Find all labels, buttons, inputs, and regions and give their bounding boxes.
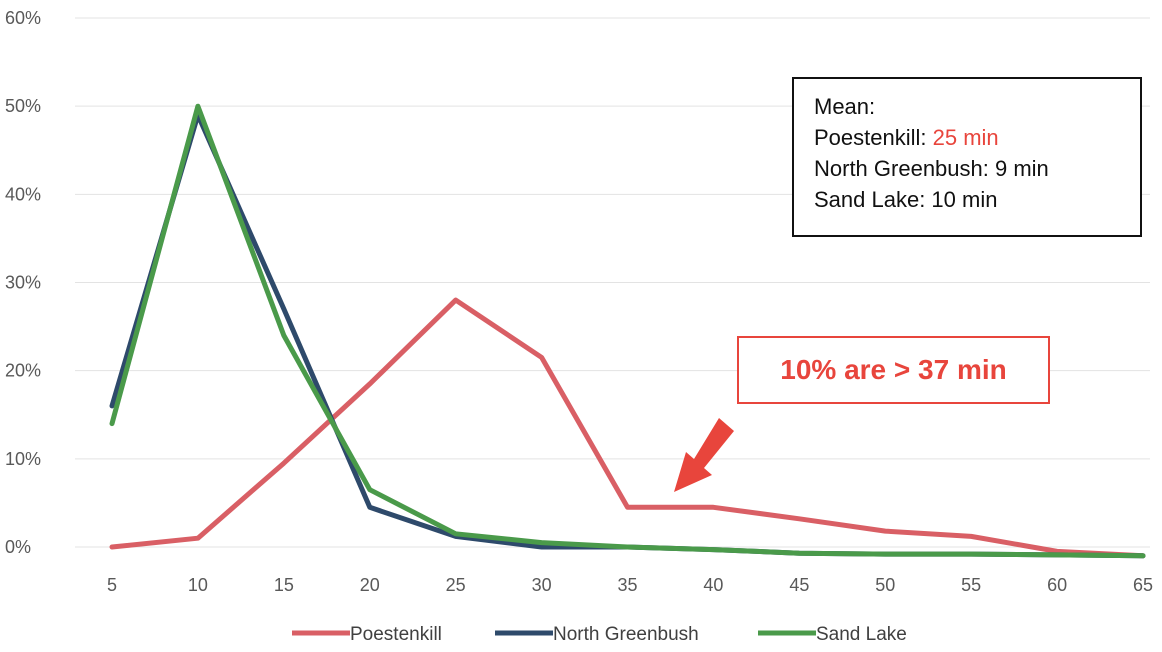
mean-north-greenbush: North Greenbush: 9 min bbox=[814, 156, 1049, 181]
x-tick-label: 45 bbox=[789, 575, 809, 595]
x-tick-label: 5 bbox=[107, 575, 117, 595]
x-tick-label: 50 bbox=[875, 575, 895, 595]
x-tick-label: 20 bbox=[360, 575, 380, 595]
mean-poestenkill-label: Poestenkill: bbox=[814, 125, 933, 150]
callout-box: 10% are > 37 min bbox=[737, 336, 1050, 404]
series-lines bbox=[109, 103, 1146, 559]
x-axis-ticks: 5 10 15 20 25 30 35 40 45 50 55 60 65 bbox=[107, 575, 1153, 595]
y-tick-label: 50% bbox=[5, 96, 41, 116]
legend-label: Poestenkill bbox=[350, 624, 442, 645]
y-tick-label: 40% bbox=[5, 184, 41, 204]
x-tick-label: 35 bbox=[617, 575, 637, 595]
mean-poestenkill: Poestenkill: 25 min bbox=[814, 122, 1120, 153]
mean-sand-lake: Sand Lake: 10 min bbox=[814, 187, 998, 212]
mean-annotation-box: Mean: Poestenkill: 25 min North Greenbus… bbox=[792, 77, 1142, 237]
mean-title: Mean: bbox=[814, 94, 876, 119]
y-tick-label: 60% bbox=[5, 8, 41, 28]
x-tick-label: 10 bbox=[188, 575, 208, 595]
legend: Poestenkill North Greenbush Sand Lake bbox=[292, 624, 907, 645]
x-tick-label: 60 bbox=[1047, 575, 1067, 595]
y-tick-label: 20% bbox=[5, 361, 41, 381]
series-line-poestenkill bbox=[109, 297, 1146, 559]
y-axis-ticks: 0% 10% 20% 30% 40% 50% 60% bbox=[5, 8, 41, 557]
y-tick-label: 10% bbox=[5, 449, 41, 469]
x-tick-label: 25 bbox=[446, 575, 466, 595]
x-tick-label: 65 bbox=[1133, 575, 1153, 595]
series-line-sand-lake bbox=[109, 103, 1146, 559]
legend-label: Sand Lake bbox=[816, 624, 907, 645]
x-tick-label: 15 bbox=[274, 575, 294, 595]
y-tick-label: 30% bbox=[5, 273, 41, 293]
mean-poestenkill-value: 25 min bbox=[932, 125, 999, 150]
callout-arrow bbox=[674, 418, 734, 492]
y-tick-label: 0% bbox=[5, 537, 31, 557]
legend-label: North Greenbush bbox=[553, 624, 699, 645]
x-tick-label: 40 bbox=[703, 575, 723, 595]
x-tick-label: 30 bbox=[532, 575, 552, 595]
down-arrow-icon bbox=[674, 418, 734, 492]
x-tick-label: 55 bbox=[961, 575, 981, 595]
gridlines bbox=[75, 17, 1150, 548]
